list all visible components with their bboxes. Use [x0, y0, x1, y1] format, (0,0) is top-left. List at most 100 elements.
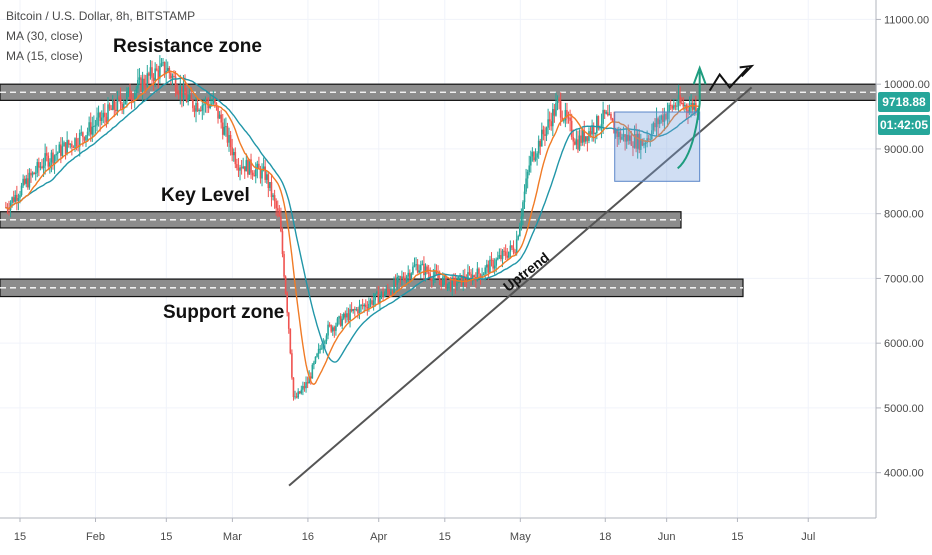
candle-body: [217, 106, 219, 119]
candle-body: [539, 140, 542, 147]
candle-body: [254, 169, 257, 177]
candle-body: [80, 132, 83, 134]
candle-body: [223, 126, 226, 135]
price-tick-label: 8000.00: [884, 209, 924, 221]
candle-body: [515, 239, 518, 254]
candle-body: [350, 309, 353, 312]
price-tick-label: 10000.00: [884, 79, 930, 91]
candle-body: [305, 382, 307, 389]
candle-body: [600, 123, 603, 128]
candle-body: [294, 396, 296, 398]
candle-body: [347, 313, 350, 321]
candle-body: [96, 117, 98, 126]
candle-body: [19, 195, 21, 198]
candle-body: [636, 133, 639, 149]
candle-body: [655, 118, 658, 128]
candle-body: [23, 178, 26, 184]
candle-body: [452, 277, 455, 279]
candle-body: [133, 92, 136, 100]
candle-body: [78, 133, 81, 147]
candle-body: [541, 129, 543, 147]
candle-body: [187, 98, 189, 103]
candle-body: [327, 324, 329, 336]
candle-body: [226, 126, 229, 143]
candle-body: [116, 97, 119, 112]
candle-body: [237, 168, 240, 171]
candle-body: [470, 273, 472, 282]
candle-body: [514, 252, 516, 254]
candle-body: [111, 100, 114, 110]
candle-body: [429, 273, 432, 279]
candle-body: [528, 165, 531, 172]
candle-body: [325, 335, 328, 342]
candle-body: [256, 163, 259, 170]
candle-body: [264, 166, 266, 180]
countdown-tag: 01:42:05: [878, 115, 930, 135]
time-tick-label: Apr: [370, 531, 387, 543]
candle-body: [258, 163, 260, 170]
consolidation-box: [614, 111, 701, 182]
candle-body: [129, 88, 131, 100]
price-tick-label: 6000.00: [884, 338, 924, 350]
candle-body: [333, 327, 336, 331]
resistance-zone-label: Resistance zone: [113, 36, 262, 57]
candle-body: [110, 108, 112, 110]
candle-body: [349, 309, 351, 321]
candle-body: [682, 103, 685, 107]
candle-body: [225, 126, 227, 128]
candle-body: [166, 67, 169, 71]
candle-body: [679, 95, 681, 103]
candle-body: [695, 103, 697, 112]
candle-body: [209, 104, 211, 109]
candle-body: [63, 142, 65, 147]
time-tick-label: 15: [731, 531, 743, 543]
candle-body: [302, 386, 304, 390]
candle-body: [530, 156, 532, 166]
candle-body: [16, 194, 18, 201]
candle-body: [585, 136, 587, 142]
candle-body: [27, 178, 29, 188]
candle-body: [693, 103, 696, 110]
candle-body: [508, 251, 510, 258]
candle-body: [556, 99, 559, 104]
candle-body: [624, 134, 626, 142]
legend-ma15[interactable]: MA (15, close): [6, 49, 83, 63]
candle-body: [66, 140, 68, 154]
candle-body: [179, 85, 182, 95]
candle-body: [248, 159, 251, 175]
candle-body: [113, 100, 116, 110]
candle-body: [99, 112, 101, 121]
candle-body: [614, 129, 617, 134]
candle-body: [677, 95, 680, 106]
candle-body: [176, 91, 178, 94]
candle-body: [379, 296, 381, 304]
candle-body: [346, 313, 348, 318]
candle-body: [314, 356, 317, 363]
candle-body: [416, 264, 419, 273]
candle-body: [12, 197, 15, 202]
candle-body: [410, 273, 413, 279]
candle-body: [308, 376, 310, 384]
candle-body: [170, 73, 172, 79]
candle-body: [67, 140, 70, 145]
price-tick-label: 7000.00: [884, 273, 924, 285]
candle-body: [269, 182, 271, 189]
candle-body: [126, 92, 128, 102]
candle-body: [567, 117, 570, 119]
candle-body: [174, 76, 177, 92]
candle-body: [196, 103, 199, 112]
candle-body: [418, 270, 421, 273]
candle-body: [157, 70, 160, 79]
candle-body: [401, 276, 403, 278]
candle-body: [221, 122, 224, 135]
candle-body: [240, 167, 243, 169]
candle-body: [588, 131, 590, 141]
candle-body: [473, 275, 476, 277]
candle-body: [440, 279, 443, 286]
candle-body: [643, 143, 645, 146]
legend-ma30[interactable]: MA (30, close): [6, 29, 83, 43]
candle-body: [366, 307, 369, 309]
candle-body: [580, 135, 582, 143]
